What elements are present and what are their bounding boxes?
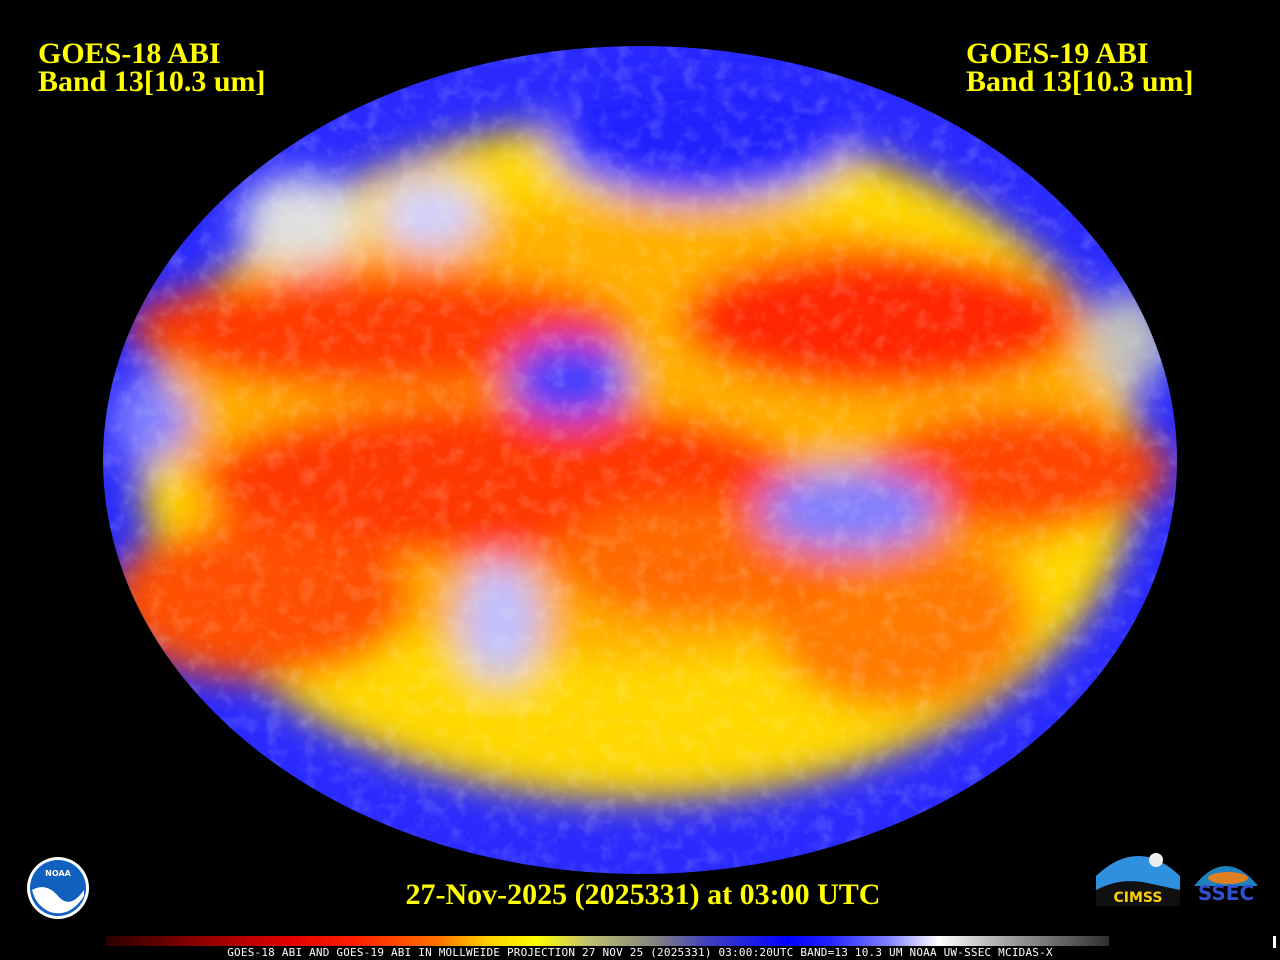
svg-text:NOAA: NOAA (45, 869, 71, 878)
right-satellite-title: GOES-19 ABI Band 13[10.3 um] (966, 37, 1194, 98)
left-satellite-name: GOES-18 ABI (38, 37, 221, 70)
noaa-logo: NOAA (27, 857, 89, 919)
date-label: 27-Nov-2025 (2025331) at 03:00 UTC (405, 878, 881, 911)
temperature-colorbar (106, 936, 1109, 946)
colorbar-end-marker (1273, 936, 1276, 948)
ssec-logo: SSEC (1194, 866, 1258, 905)
right-band-label: Band 13[10.3 um] (966, 65, 1194, 98)
cimss-logo: CIMSS (1096, 853, 1180, 906)
right-satellite-name: GOES-19 ABI (966, 37, 1149, 70)
svg-text:CIMSS: CIMSS (1114, 890, 1163, 906)
footer-caption: GOES-18 ABI AND GOES-19 ABI IN MOLLWEIDE… (227, 946, 1053, 959)
left-band-label: Band 13[10.3 um] (38, 65, 266, 98)
left-satellite-title: GOES-18 ABI Band 13[10.3 um] (38, 37, 266, 98)
svg-text:SSEC: SSEC (1198, 881, 1254, 905)
